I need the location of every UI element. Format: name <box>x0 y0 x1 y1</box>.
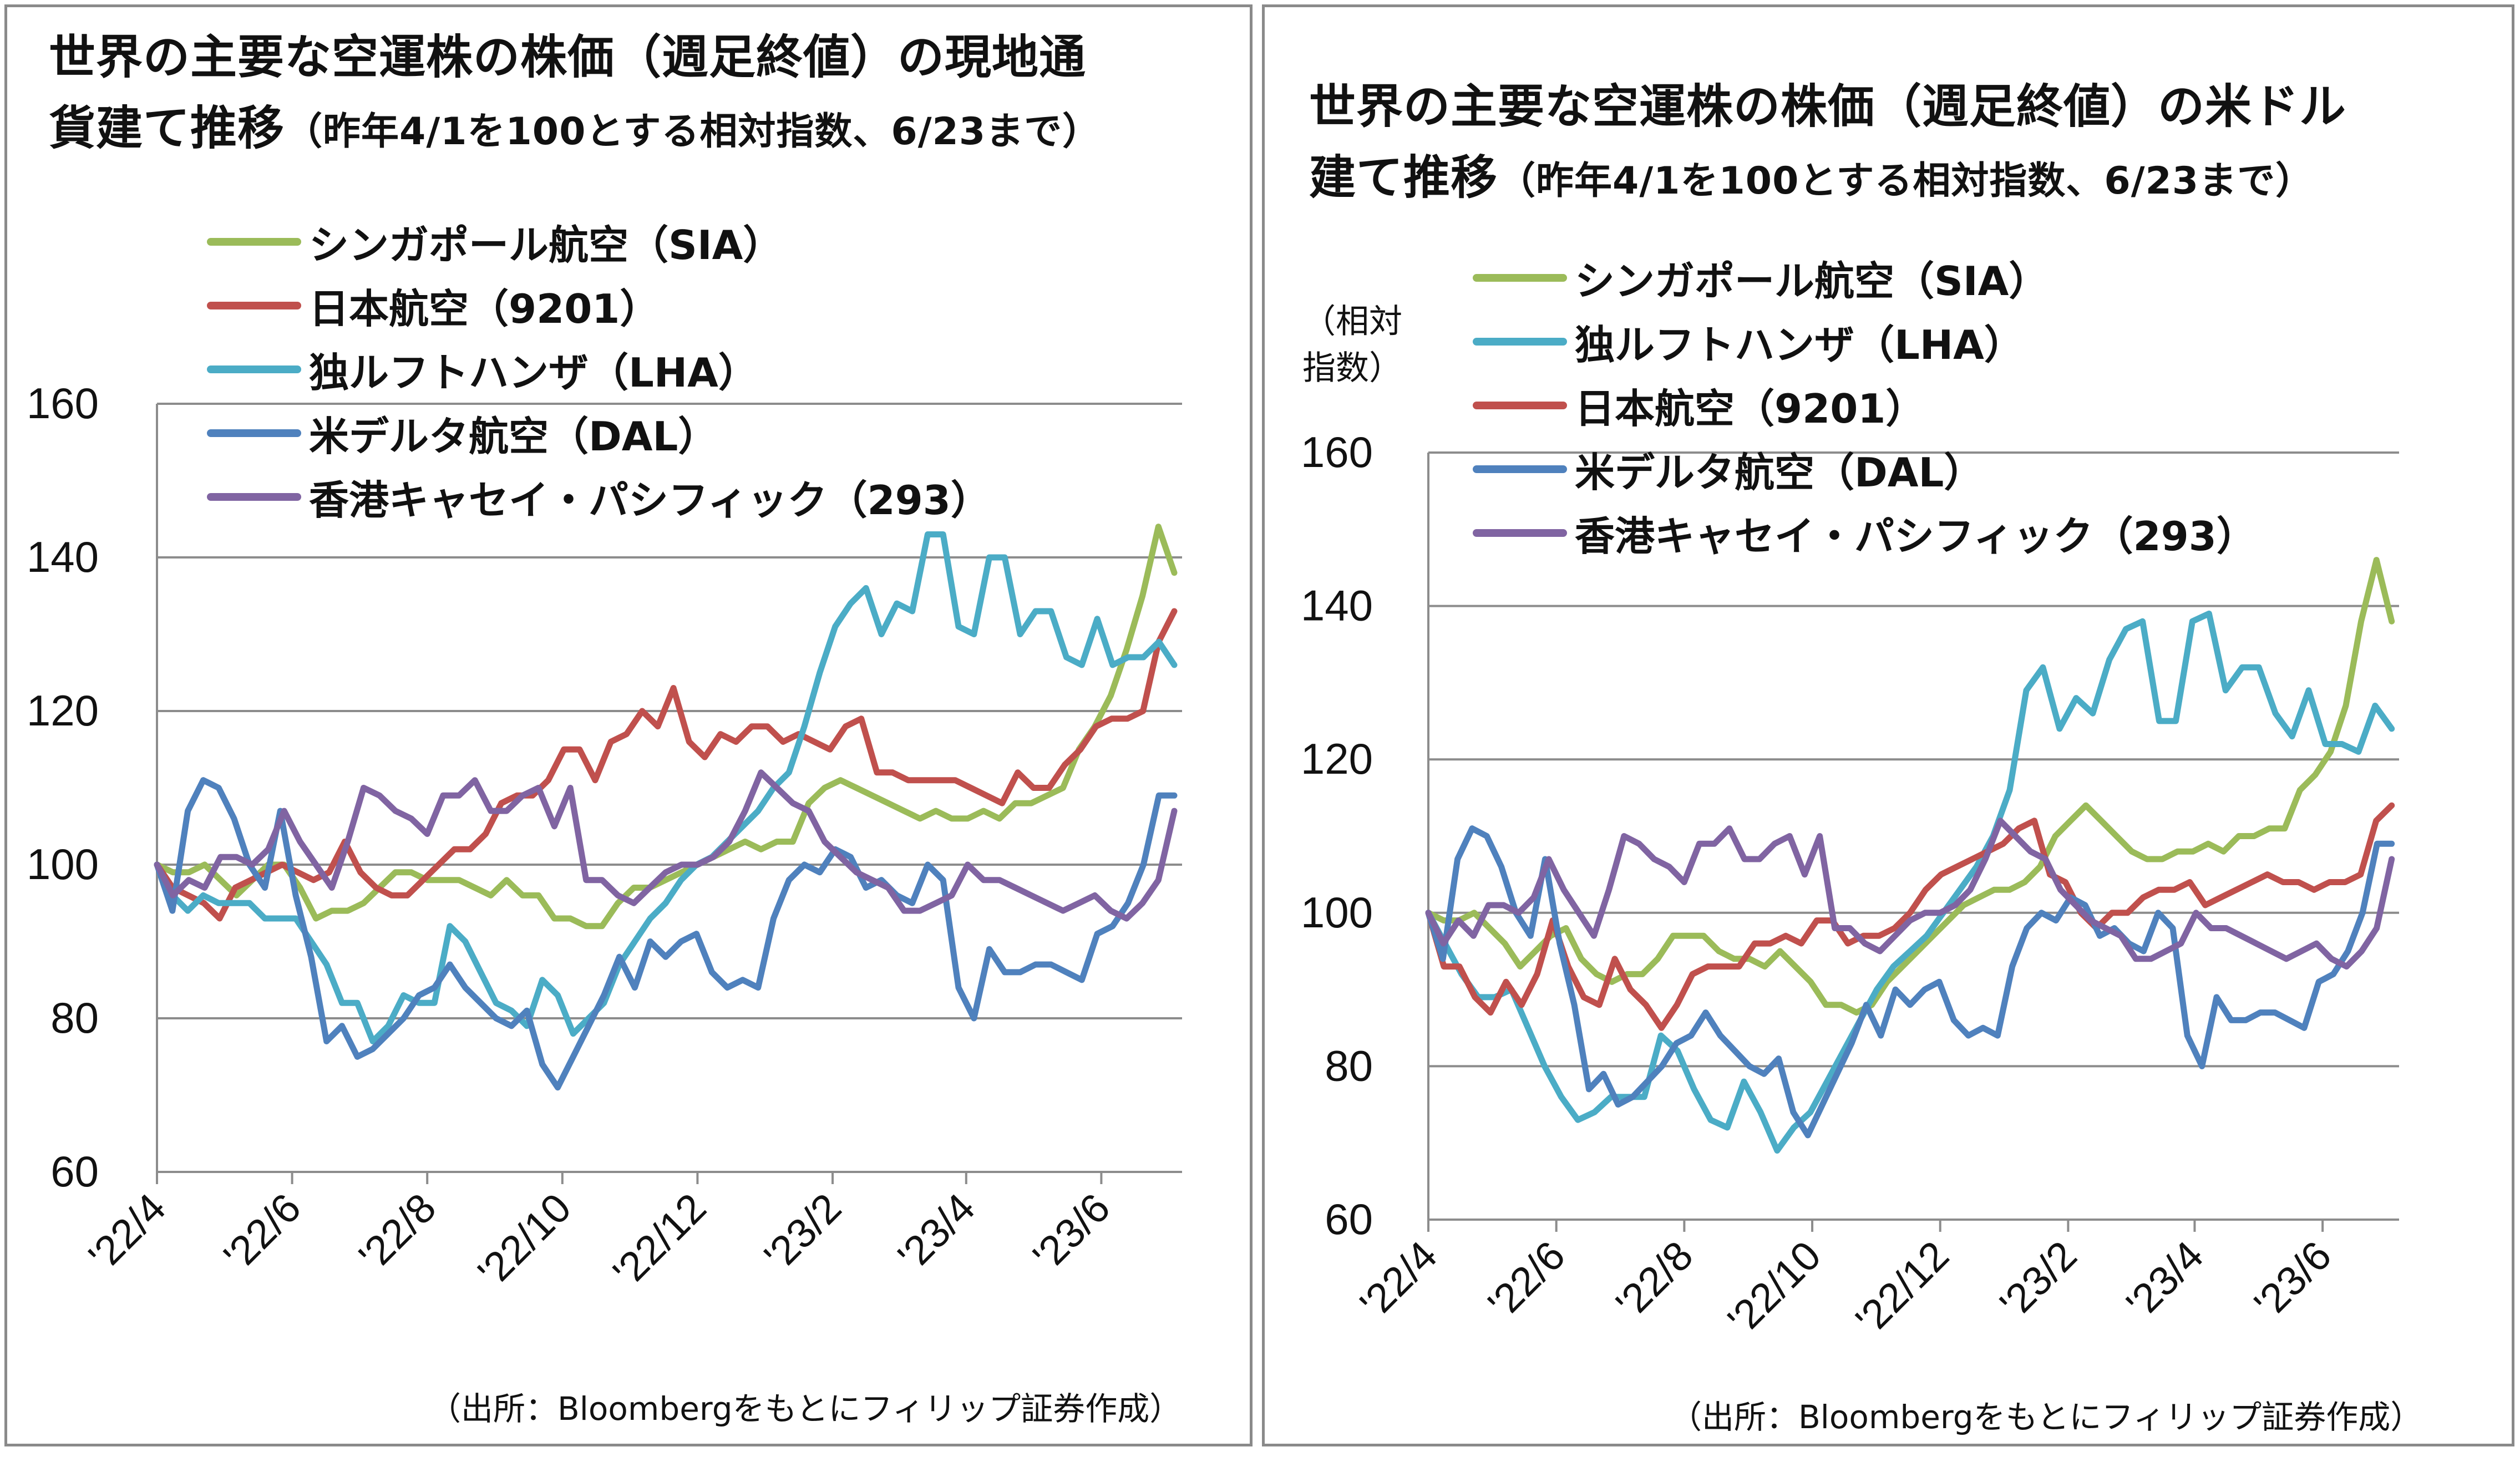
right-legend-label-2: 日本航空（9201） <box>1575 385 1926 432</box>
left-legend-label-4: 香港キャセイ・パシフィック（293） <box>309 477 991 524</box>
left-y-tick-120: 120 <box>27 686 99 735</box>
right-legend-label-4: 香港キャセイ・パシフィック（293） <box>1575 513 2257 560</box>
left-title-line-2: 貨建て推移（昨年4/1を100とする相対指数、6/23まで） <box>49 93 1101 167</box>
right-legend-swatch-1 <box>1473 337 1567 346</box>
right-title-line-1: 世界の主要な空運株の株価（週足終値）の米ドル <box>1309 79 2347 134</box>
right-legend-item-2: 日本航空（9201） <box>1473 373 2257 437</box>
right-chart-subtitle: （昨年4/1を100とする相対指数、6/23まで） <box>1498 159 2314 203</box>
left-legend-item-0: シンガポール航空（SIA） <box>207 210 991 273</box>
right-y-tick-80: 80 <box>1325 1041 1373 1090</box>
right-x-tick-1: '22/6 <box>1479 1232 1574 1327</box>
left-chart-source: （出所：Bloombergをもとにフィリップ証券作成） <box>429 1390 1182 1428</box>
left-x-tick-5: '23/2 <box>756 1185 850 1280</box>
left-legend-item-2: 独ルフトハンザ（LHA） <box>207 337 991 401</box>
left-y-tick-60: 60 <box>50 1147 99 1196</box>
right-x-tick-3: '22/10 <box>1719 1232 1830 1343</box>
right-chart-plot: 60 80 100 120 140 160 '22/4 '22/6 '22/8'22/10'22… <box>1301 428 2399 1343</box>
right-chart-unit-label: （相対 指数） <box>1302 298 1402 392</box>
right-legend-label-0: シンガポール航空（SIA） <box>1575 258 2049 304</box>
right-legend-label-3: 米デルタ航空（DAL） <box>1575 449 1984 496</box>
right-chart-legend: シンガポール航空（SIA） 独ルフトハンザ（LHA） 日本航空（9201） 米デルタ航… <box>1473 246 2257 565</box>
right-legend-item-0: シンガポール航空（SIA） <box>1473 246 2257 309</box>
right-x-tick-4: '22/12 <box>1847 1232 1958 1343</box>
left-legend-label-3: 米デルタ航空（DAL） <box>309 413 718 460</box>
left-chart-panel: 世界の主要な空運株の株価（週足終値）の現地通 貨建て推移（昨年4/1を100とす… <box>4 4 1253 1446</box>
left-chart-subtitle: （昨年4/1を100とする相対指数、6/23まで） <box>285 110 1101 154</box>
left-chart-title: 世界の主要な空運株の株価（週足終値）の現地通 貨建て推移（昨年4/1を100とす… <box>49 22 1101 167</box>
right-legend-swatch-2 <box>1473 401 1567 409</box>
right-chart-source: （出所：Bloombergをもとにフィリップ証券作成） <box>1670 1398 2423 1436</box>
right-title-line-2: 建て推移（昨年4/1を100とする相対指数、6/23まで） <box>1309 142 2346 217</box>
left-title-line-2-main: 貨建て推移 <box>49 101 285 155</box>
right-y-tick-160: 160 <box>1301 428 1373 476</box>
right-y-tick-120: 120 <box>1301 734 1373 783</box>
left-y-tick-140: 140 <box>27 532 99 581</box>
right-y-tick-100: 100 <box>1301 888 1373 937</box>
left-legend-swatch-4 <box>207 493 301 501</box>
left-legend-item-3: 米デルタ航空（DAL） <box>207 401 991 465</box>
right-legend-swatch-3 <box>1473 465 1567 473</box>
right-series-line-1 <box>1425 610 2395 1154</box>
left-x-tick-7: '23/6 <box>1024 1185 1119 1280</box>
left-x-tick-3: '22/10 <box>469 1185 580 1296</box>
left-legend-item-4: 香港キャセイ・パシフィック（293） <box>207 465 991 529</box>
right-series-line-0 <box>1425 557 2395 1016</box>
right-legend-item-4: 香港キャセイ・パシフィック（293） <box>1473 501 2257 565</box>
right-y-tick-140: 140 <box>1301 581 1373 630</box>
left-series-line-3 <box>154 777 1178 1091</box>
left-title-line-1: 世界の主要な空運株の株価（週足終値）の現地通 <box>49 30 1087 84</box>
right-legend-swatch-0 <box>1473 273 1567 282</box>
left-chart-plot: 60 80 100 120 140 160 '22/4 '22/6 '22/8 '22/10'22… <box>27 379 1182 1296</box>
left-legend-item-1: 日本航空（9201） <box>207 273 991 337</box>
right-x-tick-5: '23/2 <box>1991 1232 2086 1327</box>
right-y-tick-60: 60 <box>1325 1195 1373 1243</box>
left-series-line-4 <box>154 769 1178 922</box>
left-legend-swatch-2 <box>207 365 301 373</box>
left-legend-label-1: 日本航空（9201） <box>309 286 660 332</box>
right-chart-title: 世界の主要な空運株の株価（週足終値）の米ドル 建て推移（昨年4/1を100とする… <box>1309 71 2346 217</box>
right-title-line-2-main: 建て推移 <box>1309 150 1498 205</box>
left-x-tick-0: '22/4 <box>80 1185 175 1280</box>
left-x-tick-6: '23/4 <box>889 1185 984 1280</box>
right-unit-line-2: 指数） <box>1302 349 1402 388</box>
right-x-tick-6: '23/4 <box>2117 1232 2212 1327</box>
right-unit-line-1: （相対 <box>1302 302 1402 341</box>
left-legend-label-0: シンガポール航空（SIA） <box>309 222 783 268</box>
left-y-tick-160: 160 <box>27 379 99 428</box>
right-series-line-3 <box>1425 825 2395 1139</box>
left-x-tick-1: '22/6 <box>215 1185 310 1280</box>
right-legend-item-3: 米デルタ航空（DAL） <box>1473 437 2257 501</box>
right-series-line-2 <box>1425 802 2395 1031</box>
right-series-line-4 <box>1425 818 2395 970</box>
left-x-tick-2: '22/8 <box>350 1185 445 1280</box>
left-y-tick-100: 100 <box>27 840 99 889</box>
left-chart-legend: シンガポール航空（SIA） 日本航空（9201） 独ルフトハンザ（LHA） 米デルタ航… <box>207 210 991 529</box>
right-x-tick-7: '23/6 <box>2245 1232 2340 1327</box>
left-legend-swatch-3 <box>207 429 301 437</box>
left-y-tick-80: 80 <box>50 993 99 1042</box>
left-series-line-2 <box>154 531 1178 1044</box>
right-legend-swatch-4 <box>1473 529 1567 537</box>
left-series-line-0 <box>154 524 1178 930</box>
left-x-tick-4: '22/12 <box>604 1185 715 1296</box>
right-x-tick-2: '22/8 <box>1607 1232 1702 1327</box>
left-series-line-1 <box>154 608 1178 922</box>
right-chart-panel: 世界の主要な空運株の株価（週足終値）の米ドル 建て推移（昨年4/1を100とする… <box>1262 4 2514 1446</box>
left-legend-label-2: 独ルフトハンザ（LHA） <box>309 349 758 396</box>
right-legend-item-1: 独ルフトハンザ（LHA） <box>1473 309 2257 373</box>
left-legend-swatch-0 <box>207 237 301 246</box>
right-legend-label-1: 独ルフトハンザ（LHA） <box>1575 322 2024 368</box>
left-legend-swatch-1 <box>207 301 301 309</box>
right-x-tick-0: '22/4 <box>1351 1232 1446 1327</box>
